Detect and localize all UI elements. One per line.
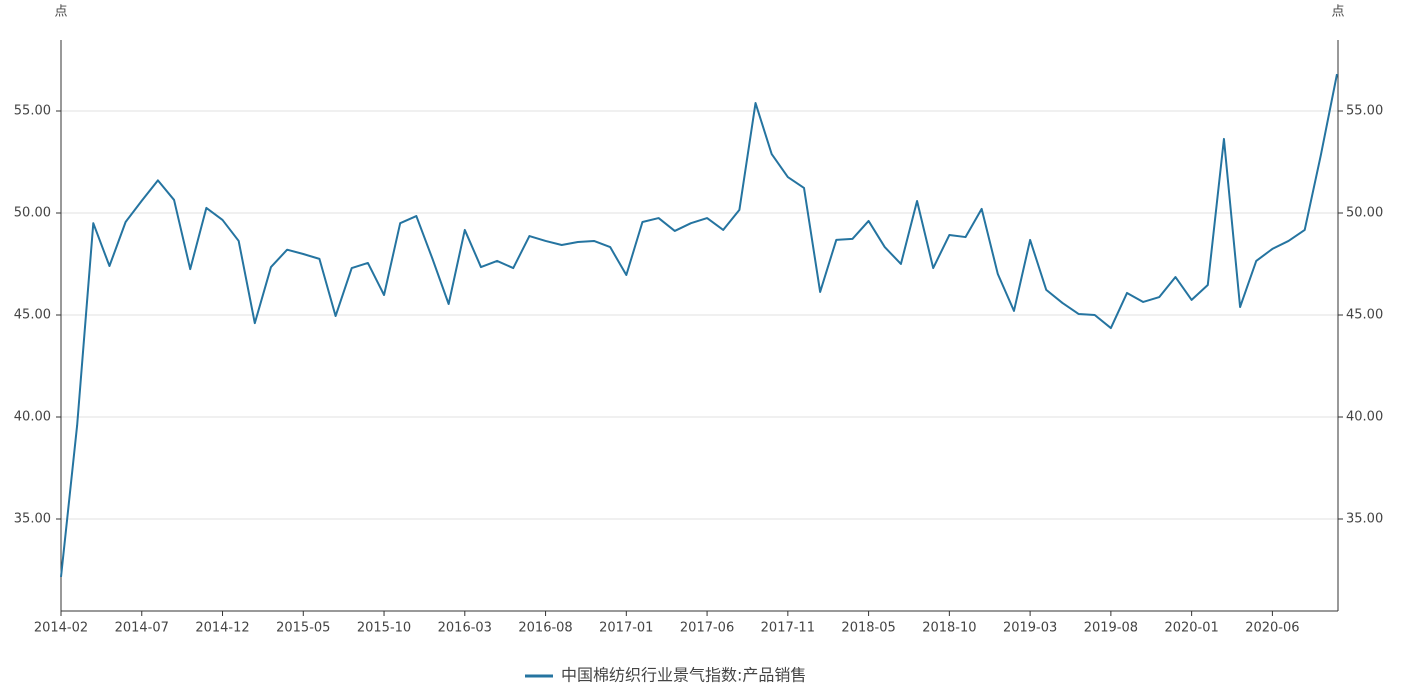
x-tick-label: 2020-06 (1245, 621, 1299, 636)
x-tick-label: 2020-01 (1164, 621, 1218, 636)
x-tick-label: 2018-05 (841, 621, 895, 636)
y-tick-label: 45.00 (14, 307, 51, 322)
y-tick-label: 55.00 (14, 103, 51, 118)
x-tick-label: 2014-02 (34, 621, 88, 636)
y-tick-label: 40.00 (14, 409, 51, 424)
x-tick-label: 2014-12 (195, 621, 249, 636)
x-tick-label: 2014-07 (115, 621, 169, 636)
series-line (60, 73, 1338, 578)
x-tick-label: 2018-10 (922, 621, 976, 636)
x-tick-label: 2015-10 (357, 621, 411, 636)
x-tick-label: 2016-03 (438, 621, 492, 636)
x-tick-label: 2015-05 (276, 621, 330, 636)
x-tick-label: 2016-08 (518, 621, 572, 636)
y-unit: 点 (54, 5, 67, 20)
y2-tick-label: 40.00 (1346, 409, 1383, 424)
x-tick-label: 2017-11 (761, 621, 815, 636)
y2-tick-label: 50.00 (1346, 205, 1383, 220)
y-tick-label: 35.00 (14, 511, 51, 526)
x-tick-label: 2019-03 (1003, 621, 1057, 636)
y2-tick-label: 45.00 (1346, 307, 1383, 322)
y2-tick-label: 35.00 (1346, 511, 1383, 526)
x-tick-label: 2019-08 (1084, 621, 1138, 636)
x-tick-label: 2017-06 (680, 621, 734, 636)
y2-tick-label: 55.00 (1346, 103, 1383, 118)
x-tick-label: 2017-01 (599, 621, 653, 636)
y-tick-label: 50.00 (14, 205, 51, 220)
legend-label: 中国棉纺织行业景气指数:产品销售 (561, 666, 806, 685)
y2-unit: 点 (1331, 5, 1344, 20)
